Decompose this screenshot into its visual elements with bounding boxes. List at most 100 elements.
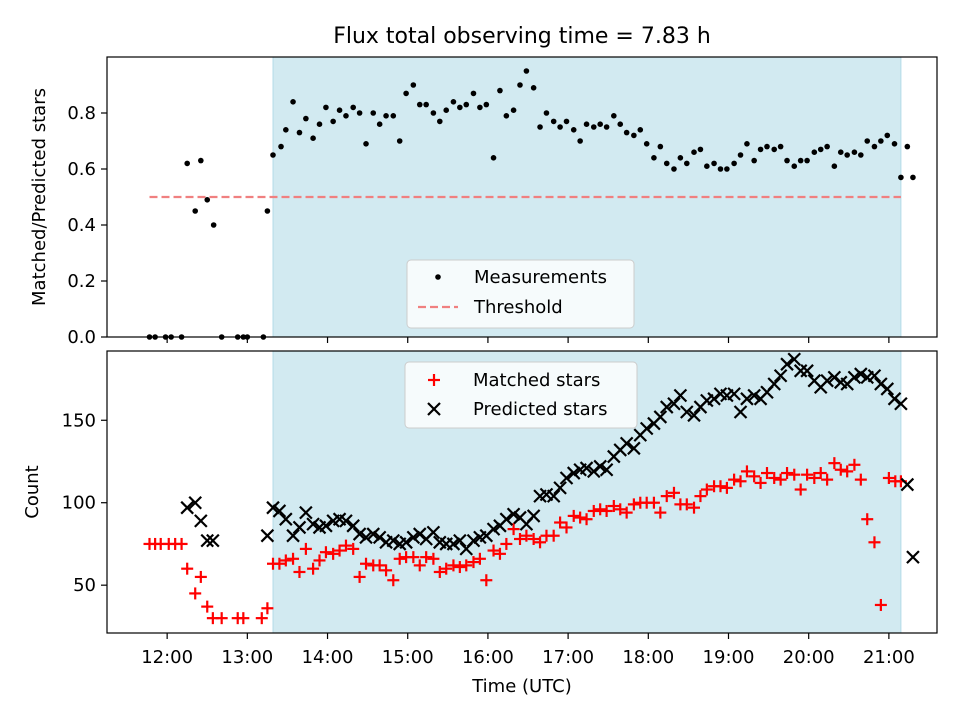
measurements-point bbox=[376, 121, 383, 127]
predicted-stars-point bbox=[319, 519, 333, 533]
predicted-stars-point bbox=[687, 408, 701, 423]
matched-stars-point bbox=[493, 547, 506, 560]
measurements-point bbox=[824, 143, 830, 150]
matched-stars-point bbox=[760, 467, 773, 480]
ratio-legend-box bbox=[406, 259, 635, 329]
matched-stars-point bbox=[420, 551, 433, 564]
legend-measurements-marker bbox=[435, 274, 441, 280]
matched-stars-point bbox=[279, 554, 292, 567]
measurements-point bbox=[777, 143, 784, 150]
count-y-tick-label: 150 bbox=[62, 410, 96, 431]
measurements-point bbox=[303, 115, 309, 122]
matched-stars-point bbox=[387, 574, 400, 587]
matched-stars-point bbox=[287, 552, 300, 565]
matched-stars-point bbox=[607, 500, 620, 513]
measurements-point bbox=[390, 113, 397, 119]
matched-stars-point bbox=[293, 565, 306, 578]
measurements-point bbox=[657, 143, 664, 150]
measurements-point bbox=[550, 118, 557, 125]
matched-stars-point bbox=[307, 562, 320, 575]
count-x-tick-label: 19:00 bbox=[703, 647, 755, 668]
predicted-stars-point bbox=[880, 382, 895, 396]
matched-stars-point bbox=[587, 504, 600, 517]
matched-stars-point bbox=[487, 544, 500, 557]
count-legend: Matched stars Predicted stars bbox=[404, 361, 638, 429]
predicted-stars-point bbox=[399, 535, 413, 550]
legend-measurements-label: Measurements bbox=[474, 267, 607, 288]
predicted-stars-point bbox=[599, 462, 614, 477]
measurements-point bbox=[791, 163, 798, 169]
predicted-stars-point bbox=[553, 481, 567, 495]
measurements-point bbox=[296, 129, 303, 136]
measurements-point bbox=[443, 107, 450, 113]
count-legend-box bbox=[404, 361, 638, 429]
measurements-point bbox=[751, 157, 757, 164]
matched-stars-point bbox=[534, 536, 547, 549]
measurements-point bbox=[330, 118, 336, 125]
count-x-tick-label: 17:00 bbox=[542, 647, 594, 668]
measurements-point bbox=[804, 157, 810, 164]
ratio-y-tick-label: 0.8 bbox=[67, 103, 96, 124]
measurements-point bbox=[677, 155, 684, 161]
measurements-point bbox=[898, 174, 904, 181]
predicted-stars-point bbox=[780, 357, 794, 371]
predicted-stars-point bbox=[639, 421, 654, 436]
measurements-point bbox=[537, 124, 543, 130]
count-x-tick-label: 21:00 bbox=[863, 647, 915, 668]
matched-stars-point bbox=[828, 457, 841, 470]
matched-stars-point bbox=[680, 498, 693, 511]
matched-stars-point bbox=[774, 473, 787, 486]
matched-stars-point bbox=[333, 544, 346, 557]
predicted-stars-point bbox=[506, 507, 521, 522]
measurements-point bbox=[343, 113, 349, 119]
matched-stars-point bbox=[513, 533, 526, 545]
count-x-tick-label: 18:00 bbox=[622, 647, 674, 668]
measurements-point bbox=[831, 163, 838, 169]
matched-stars-point bbox=[627, 498, 640, 511]
predicted-stars-point bbox=[386, 533, 401, 548]
measurements-point bbox=[477, 104, 483, 111]
measurements-point bbox=[764, 143, 770, 150]
matched-stars-point bbox=[201, 600, 214, 613]
predicted-stars-point bbox=[593, 459, 607, 474]
matched-stars-point bbox=[868, 536, 881, 549]
measurements-point bbox=[611, 113, 617, 119]
measurements-point bbox=[784, 157, 790, 164]
measurements-point bbox=[383, 113, 389, 119]
measurements-point bbox=[497, 87, 503, 94]
measurements-point bbox=[910, 174, 916, 181]
matched-stars-point bbox=[273, 557, 286, 570]
measurements-point bbox=[878, 138, 884, 144]
matched-stars-point bbox=[407, 551, 420, 564]
measurements-point bbox=[503, 113, 510, 119]
predicted-stars-point bbox=[733, 405, 748, 419]
matched-stars-point bbox=[299, 542, 312, 555]
predicted-stars-point bbox=[453, 533, 467, 548]
predicted-stars-point bbox=[894, 396, 908, 411]
matched-stars-point bbox=[740, 465, 753, 478]
measurements-point bbox=[671, 166, 677, 172]
measurements-point bbox=[370, 110, 377, 116]
matched-stars-point bbox=[567, 509, 580, 522]
measurements-point bbox=[430, 110, 437, 116]
measurements-point bbox=[637, 127, 644, 133]
measurements-point bbox=[198, 157, 204, 164]
measurements-point bbox=[184, 160, 190, 167]
count-x-tick-label: 16:00 bbox=[462, 647, 514, 668]
matched-stars-point bbox=[814, 467, 827, 480]
measurements-point bbox=[310, 135, 316, 141]
ratio-y-tick-label: 0.0 bbox=[67, 327, 96, 348]
predicted-stars-point bbox=[900, 477, 915, 492]
predicted-stars-point bbox=[339, 514, 353, 528]
measurements-point bbox=[757, 146, 764, 153]
measurements-point bbox=[617, 121, 624, 127]
chart-title: Flux total observing time = 7.83 h bbox=[333, 24, 711, 49]
measurements-point bbox=[336, 107, 343, 113]
predicted-stars-point bbox=[659, 400, 674, 414]
measurements-point bbox=[737, 152, 744, 158]
measurements-point bbox=[864, 138, 871, 144]
matched-stars-point bbox=[694, 490, 707, 503]
matched-stars-point bbox=[834, 463, 847, 476]
measurements-point bbox=[264, 208, 271, 214]
measurements-point bbox=[904, 143, 911, 150]
